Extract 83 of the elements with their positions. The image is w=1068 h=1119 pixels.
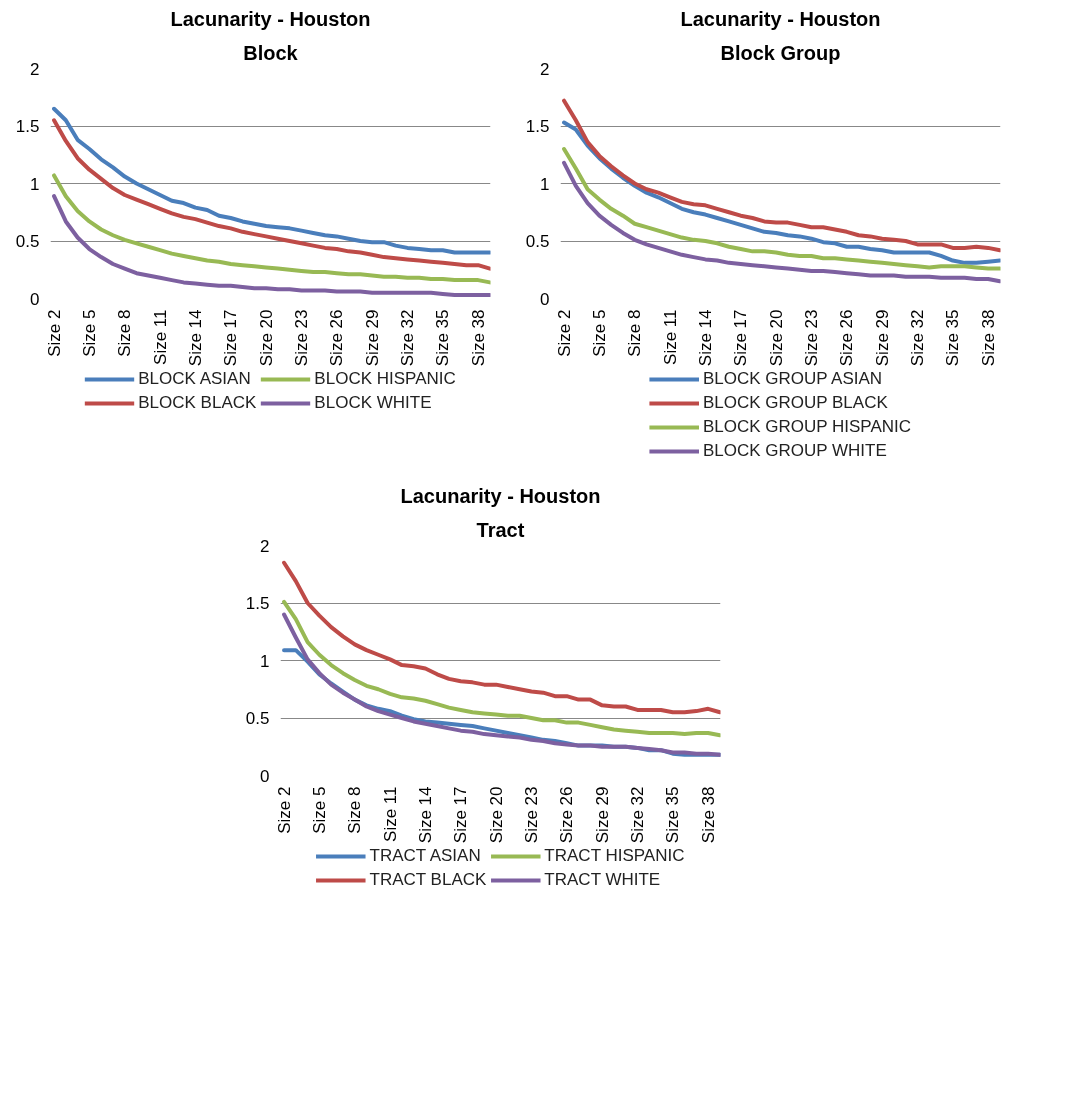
x-tick-label: Size 23 [291, 309, 311, 367]
x-tick-label: Size 29 [362, 309, 382, 367]
y-tick-label: 2 [540, 59, 550, 79]
line-series [282, 612, 721, 757]
chart-subtitle: Block Group [720, 41, 841, 64]
y-tick-label: 1 [260, 651, 270, 671]
x-tick-label: Size 11 [660, 309, 680, 365]
legend-label: TRACT BLACK [369, 870, 487, 890]
x-tick-label: Size 29 [872, 309, 892, 367]
line-series [282, 560, 721, 715]
x-tick-label: Size 38 [978, 309, 998, 367]
x-tick-label: Size 38 [698, 786, 718, 844]
line-series [562, 147, 1001, 271]
y-tick-label: 2 [260, 536, 270, 556]
x-tick-label: Size 20 [486, 786, 506, 844]
x-tick-label: Size 8 [115, 309, 135, 357]
y-tick-label: 0.5 [15, 232, 40, 251]
line-series [52, 106, 491, 255]
x-tick-label: Size 14 [415, 786, 435, 844]
chart-subtitle: Block [243, 41, 299, 64]
legend-label: BLOCK ASIAN [138, 369, 251, 389]
x-tick-label: Size 14 [185, 309, 205, 367]
x-tick-label: Size 8 [345, 786, 365, 834]
x-tick-label: Size 14 [695, 309, 715, 367]
x-tick-label: Size 38 [468, 309, 488, 367]
y-tick-label: 0.5 [525, 232, 550, 251]
legend-label: BLOCK GROUP WHITE [702, 441, 887, 461]
chart-title: Lacunarity - Houston [400, 484, 601, 507]
y-tick-label: 0 [30, 289, 40, 309]
legend-label: TRACT HISPANIC [544, 846, 685, 866]
line-series [52, 118, 491, 271]
legend-label: BLOCK GROUP ASIAN [702, 369, 883, 389]
x-tick-label: Size 26 [557, 786, 577, 844]
legend-label: BLOCK HISPANIC [314, 369, 456, 389]
x-tick-label: Size 26 [837, 309, 857, 367]
x-tick-label: Size 8 [625, 309, 645, 357]
x-tick-label: Size 17 [731, 309, 751, 367]
y-tick-label: 0.5 [245, 709, 270, 728]
x-tick-label: Size 23 [521, 786, 541, 844]
y-tick-label: 2 [30, 59, 40, 79]
y-tick-label: 1 [540, 174, 550, 194]
chart-title: Lacunarity - Houston [170, 7, 371, 30]
y-tick-label: 0 [260, 766, 270, 786]
line-series [562, 160, 1001, 284]
chart-subtitle: Tract [476, 518, 525, 541]
x-tick-label: Size 23 [801, 309, 821, 367]
legend-label: BLOCK GROUP BLACK [702, 393, 888, 413]
x-tick-label: Size 20 [256, 309, 276, 367]
x-tick-label: Size 11 [150, 309, 170, 365]
chart-title: Lacunarity - Houston [680, 7, 881, 30]
x-tick-label: Size 5 [309, 786, 329, 834]
x-tick-label: Size 32 [907, 309, 927, 367]
x-tick-label: Size 32 [397, 309, 417, 367]
x-tick-label: Size 2 [274, 786, 294, 834]
x-tick-label: Size 35 [663, 786, 683, 844]
x-tick-label: Size 11 [380, 786, 400, 842]
x-tick-label: Size 32 [627, 786, 647, 844]
x-tick-label: Size 5 [79, 309, 99, 357]
line-series [52, 194, 491, 298]
x-tick-label: Size 17 [451, 786, 471, 844]
x-tick-label: Size 5 [589, 309, 609, 357]
line-series [562, 98, 1001, 253]
x-tick-label: Size 17 [221, 309, 241, 367]
x-tick-label: Size 35 [433, 309, 453, 367]
legend-label: BLOCK GROUP HISPANIC [702, 417, 912, 437]
line-series [282, 599, 721, 738]
legend-label: BLOCK BLACK [138, 393, 257, 413]
y-tick-label: 1 [30, 174, 40, 194]
y-tick-label: 0 [540, 289, 550, 309]
y-tick-label: 1.5 [245, 594, 270, 613]
y-tick-label: 1.5 [525, 117, 550, 136]
legend-label: TRACT ASIAN [369, 846, 481, 866]
line-series [562, 120, 1001, 265]
x-tick-label: Size 26 [327, 309, 347, 367]
x-tick-label: Size 35 [943, 309, 963, 367]
x-tick-label: Size 29 [592, 786, 612, 844]
legend-label: BLOCK WHITE [314, 393, 432, 413]
x-tick-label: Size 2 [554, 309, 574, 357]
y-tick-label: 1.5 [15, 117, 40, 136]
legend-label: TRACT WHITE [544, 870, 661, 890]
x-tick-label: Size 20 [766, 309, 786, 367]
x-tick-label: Size 2 [44, 309, 64, 357]
line-series [52, 173, 491, 285]
